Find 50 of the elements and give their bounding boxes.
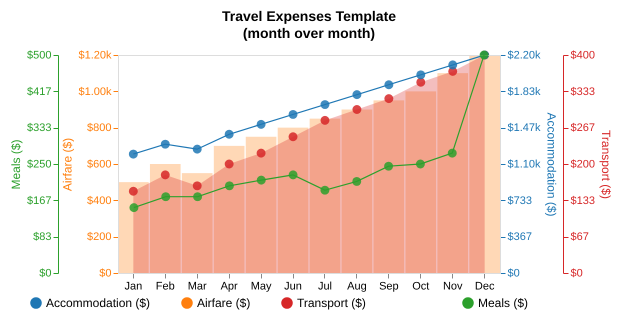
- y-tick-label: $1.00k: [78, 86, 112, 98]
- y2-tick-label: $0: [508, 268, 520, 280]
- y-tick-label: $400: [87, 194, 112, 207]
- x-tick-label: Jan: [124, 280, 142, 292]
- y-axis-title: Meals ($): [9, 139, 24, 190]
- chart-subtitle: (month over month): [242, 25, 376, 41]
- x-tick-label: Sep: [379, 280, 399, 292]
- y-tick-label: $800: [87, 122, 112, 134]
- legend-label: Airfare ($): [197, 296, 250, 310]
- x-tick-label: Jul: [318, 280, 332, 292]
- y-axis-title: Airfare ($): [60, 138, 74, 192]
- legend-label: Transport ($): [297, 296, 366, 310]
- y-tick-label: $167: [27, 194, 52, 207]
- y3-tick-label: $0: [570, 268, 583, 280]
- y3-tick-label: $67: [570, 231, 589, 244]
- y2-tick-label: $2.20k: [508, 50, 542, 62]
- x-tick-label: Mar: [188, 280, 208, 292]
- y2-axis-title: Accommodation ($): [544, 112, 559, 217]
- y2-tick-label: $1.10k: [508, 158, 542, 170]
- chart-title: Travel Expenses Template: [222, 8, 396, 24]
- y-tick-label: $200: [87, 231, 112, 244]
- x-tick-label: Apr: [220, 280, 238, 292]
- x-tick-label: May: [250, 280, 272, 292]
- legend-label: Accommodation ($): [46, 296, 150, 310]
- y3-tick-label: $267: [570, 122, 595, 134]
- x-tick-label: Nov: [442, 280, 464, 292]
- y2-tick-label: $367: [508, 231, 532, 244]
- y3-tick-label: $200: [570, 158, 595, 170]
- x-tick-label: Aug: [347, 280, 367, 292]
- y2-tick-label: $1.47k: [508, 122, 542, 134]
- x-tick-label: Oct: [412, 280, 430, 292]
- y3-tick-label: $400: [570, 50, 595, 62]
- x-tick-label: Feb: [156, 280, 175, 292]
- x-tick-label: Dec: [474, 280, 495, 292]
- y-tick-label: $333: [27, 122, 52, 134]
- y2-tick-label: $1.83k: [508, 86, 542, 98]
- y-tick-label: $250: [27, 158, 52, 170]
- y-tick-label: $1.20k: [78, 50, 112, 62]
- y-tick-label: $0: [39, 268, 52, 280]
- x-tick-label: Jun: [284, 280, 302, 292]
- y3-tick-label: $333: [570, 86, 595, 98]
- y3-tick-label: $133: [570, 194, 595, 207]
- y2-tick-label: $733: [508, 194, 532, 207]
- legend-label: Meals ($): [478, 296, 528, 310]
- y-tick-label: $417: [27, 86, 52, 98]
- y-tick-label: $0: [99, 268, 112, 280]
- y3-axis-title: Transport ($): [598, 130, 613, 199]
- y-tick-label: $600: [87, 158, 112, 170]
- y-tick-label: $500: [27, 50, 52, 62]
- y-tick-label: $83: [33, 231, 52, 244]
